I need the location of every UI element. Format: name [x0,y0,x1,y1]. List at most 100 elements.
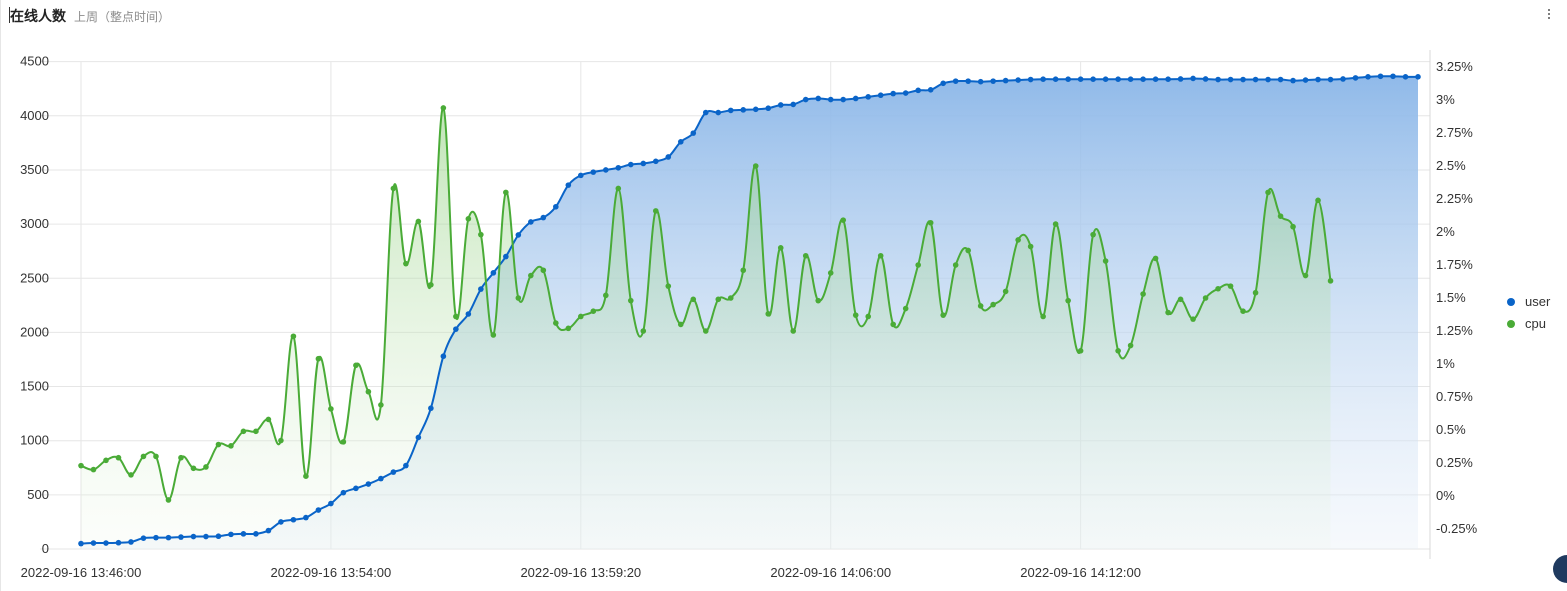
data-point-cpu[interactable] [403,260,409,267]
data-point-cpu[interactable] [478,231,484,238]
data-point-user[interactable] [715,109,722,116]
data-point-cpu[interactable] [1302,272,1309,279]
data-point-cpu[interactable] [827,270,834,276]
data-point-cpu[interactable] [290,333,297,340]
data-point-cpu[interactable] [1177,296,1184,303]
data-point-user[interactable] [328,500,334,507]
data-point-user[interactable] [115,539,122,546]
data-point-cpu[interactable] [890,321,896,328]
data-point-cpu[interactable] [1027,243,1034,250]
data-point-user[interactable] [1027,76,1034,83]
data-point-cpu[interactable] [115,454,122,461]
data-point-cpu[interactable] [578,313,584,320]
data-point-cpu[interactable] [490,332,497,338]
data-point-cpu[interactable] [90,466,97,473]
data-point-user[interactable] [1265,76,1271,83]
data-point-cpu[interactable] [265,416,272,423]
data-point-cpu[interactable] [752,163,759,169]
data-point-cpu[interactable] [865,313,872,320]
data-point-cpu[interactable] [1065,297,1071,304]
data-point-cpu[interactable] [765,311,772,317]
data-point-cpu[interactable] [303,473,309,480]
data-point-user[interactable] [403,462,409,469]
data-point-cpu[interactable] [103,457,109,464]
data-point-cpu[interactable] [1240,308,1246,315]
data-point-user[interactable] [802,96,809,103]
data-point-user[interactable] [777,102,784,108]
data-point-cpu[interactable] [540,267,547,274]
data-point-cpu[interactable] [902,305,909,312]
data-point-user[interactable] [1290,77,1296,84]
data-point-user[interactable] [1390,73,1396,80]
data-point-user[interactable] [1115,76,1121,83]
data-point-user[interactable] [440,353,447,360]
data-point-user[interactable] [990,78,996,84]
data-point-cpu[interactable] [328,406,334,412]
data-point-cpu[interactable] [353,362,359,369]
data-point-cpu[interactable] [415,218,422,225]
data-point-cpu[interactable] [1165,309,1171,316]
kebab-icon[interactable] [1547,9,1551,23]
data-point-cpu[interactable] [1015,237,1021,243]
data-point-user[interactable] [877,92,884,99]
data-point-cpu[interactable] [952,262,959,268]
data-point-user[interactable] [927,87,934,93]
data-point-user[interactable] [1140,76,1146,83]
data-point-user[interactable] [340,489,347,496]
data-point-cpu[interactable] [665,283,672,289]
data-point-user[interactable] [178,534,184,540]
data-point-user[interactable] [390,469,397,475]
data-point-cpu[interactable] [178,454,184,461]
data-point-cpu[interactable] [465,216,472,222]
data-point-user[interactable] [902,90,909,96]
data-point-cpu[interactable] [652,208,659,214]
data-point-user[interactable] [652,158,659,165]
data-point-user[interactable] [852,95,859,102]
data-point-user[interactable] [203,533,209,540]
data-point-cpu[interactable] [1265,189,1271,196]
data-point-user[interactable] [865,94,872,100]
data-point-cpu[interactable] [128,472,134,478]
data-point-cpu[interactable] [190,465,197,472]
data-point-user[interactable] [515,232,522,238]
data-point-cpu[interactable] [453,313,459,320]
data-point-user[interactable] [1415,74,1421,80]
data-point-cpu[interactable] [1290,223,1296,230]
data-point-cpu[interactable] [940,312,946,318]
data-point-cpu[interactable] [1252,289,1259,296]
data-point-cpu[interactable] [428,282,434,288]
data-point-cpu[interactable] [877,252,884,259]
data-point-cpu[interactable] [78,462,84,469]
data-point-user[interactable] [278,519,284,525]
data-point-cpu[interactable] [615,185,622,192]
data-point-cpu[interactable] [440,105,447,111]
data-point-cpu[interactable] [815,297,822,304]
data-point-user[interactable] [1227,76,1234,83]
data-point-user[interactable] [790,101,797,108]
data-point-user[interactable] [727,107,734,114]
data-point-cpu[interactable] [740,267,747,274]
data-point-cpu[interactable] [215,441,222,448]
data-point-user[interactable] [415,434,422,441]
data-point-cpu[interactable] [840,217,847,223]
data-point-user[interactable] [165,534,172,541]
data-point-cpu[interactable] [1040,313,1046,320]
data-point-user[interactable] [677,139,684,145]
data-point-user[interactable] [1365,74,1371,80]
data-point-user[interactable] [553,203,559,210]
data-point-user[interactable] [1327,76,1334,83]
data-point-user[interactable] [665,154,672,160]
data-point-user[interactable] [765,105,772,112]
data-point-cpu[interactable] [565,325,572,332]
data-point-user[interactable] [1202,76,1209,82]
data-point-cpu[interactable] [240,428,247,435]
data-point-user[interactable] [353,485,359,492]
data-point-user[interactable] [1215,76,1221,83]
data-point-cpu[interactable] [153,453,159,460]
legend-label-cpu[interactable]: cpu [1525,316,1546,331]
data-point-user[interactable] [315,507,322,513]
data-point-user[interactable] [1377,73,1384,80]
data-point-user[interactable] [890,90,896,97]
data-point-cpu[interactable] [990,301,996,308]
data-point-user[interactable] [1340,76,1346,82]
